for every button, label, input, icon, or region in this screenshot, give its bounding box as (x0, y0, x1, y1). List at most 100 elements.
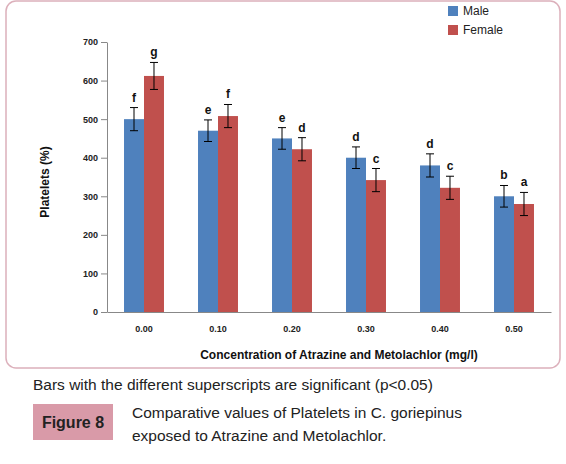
figure-label-box (33, 404, 113, 440)
bar (346, 158, 366, 312)
error-bar-stem (301, 138, 302, 161)
y-tick: 500 (83, 115, 107, 125)
error-bar-cap (224, 127, 232, 128)
y-tick-mark (101, 273, 107, 274)
y-tick-label: 200 (83, 230, 98, 240)
x-tick-label: 0.20 (283, 324, 301, 334)
bar (292, 149, 312, 312)
error-bar-cap (298, 160, 306, 161)
error-bar-cap (426, 153, 434, 154)
superscript: e (205, 103, 212, 117)
error-bar (224, 104, 232, 127)
error-bar-stem (356, 147, 357, 169)
error-bar-stem (449, 176, 450, 199)
legend-label: Female (463, 23, 503, 37)
x-tick: 0.50 (505, 312, 523, 334)
error-bar-stem (282, 128, 283, 150)
error-bar-cap (500, 185, 508, 186)
error-bar (520, 192, 528, 215)
error-bar-cap (130, 107, 138, 108)
x-tick-label: 0.40 (431, 324, 449, 334)
error-bar-stem (504, 185, 505, 207)
error-bar-cap (204, 119, 212, 120)
superscript: e (279, 111, 286, 125)
error-bar-cap (446, 199, 454, 200)
y-tick: 100 (83, 269, 107, 279)
error-bar-cap (130, 130, 138, 131)
y-axis: 0 100 200 300 400 500 600 700 (83, 37, 108, 317)
error-bar-stem (153, 62, 154, 89)
superscript: d (426, 137, 433, 151)
superscripts: feeddbgfdcca (132, 45, 528, 189)
x-tick: 0.40 (431, 312, 449, 334)
y-tick-label: 500 (83, 115, 98, 125)
caption-line: Comparative values of Platelets in C. go… (132, 404, 462, 421)
error-bar-stem (430, 154, 431, 177)
error-bar-cap (224, 104, 232, 105)
y-tick-label: 400 (83, 153, 98, 163)
error-bar (372, 169, 380, 192)
superscript: g (150, 45, 157, 59)
y-tick: 600 (83, 76, 107, 86)
bar (494, 196, 514, 312)
y-tick-label: 600 (83, 76, 98, 86)
error-bar-stem (134, 108, 135, 131)
y-tick-mark (101, 235, 107, 236)
x-tick: 0.00 (135, 312, 153, 334)
error-bar (204, 120, 212, 142)
error-bar-stem (523, 192, 524, 215)
bar (198, 131, 218, 312)
error-bar-cap (204, 141, 212, 142)
x-tick: 0.30 (357, 312, 375, 334)
superscript: d (352, 130, 359, 144)
error-bar-stem (227, 104, 228, 127)
error-bar (500, 185, 508, 207)
bar (124, 119, 144, 312)
legend-label: Male (463, 4, 489, 18)
superscript: c (373, 152, 380, 166)
y-axis-line (107, 43, 108, 313)
error-bar (278, 128, 286, 150)
y-tick: 400 (83, 153, 107, 163)
y-tick-label: 300 (83, 192, 98, 202)
error-bar-cap (372, 168, 380, 169)
bar (366, 180, 386, 312)
x-axis-title: Concentration of Atrazine and Metolachlo… (200, 348, 478, 362)
error-bar-cap (352, 146, 360, 147)
error-bar-cap (150, 62, 158, 63)
x-tick-label: 0.30 (357, 324, 375, 334)
note: Bars with the different superscripts are… (33, 376, 433, 393)
error-bar-cap (352, 168, 360, 169)
y-tick: 0 (93, 307, 107, 317)
error-bar-stem (208, 120, 209, 142)
error-bar-cap (372, 191, 380, 192)
superscript: a (521, 175, 528, 189)
y-tick-label: 700 (83, 37, 98, 47)
superscript: d (298, 121, 305, 135)
y-tick-mark (101, 81, 107, 82)
x-tick: 0.20 (283, 312, 301, 334)
x-axis: 0.00 0.10 0.20 0.30 0.40 0.50 (108, 312, 552, 334)
y-tick: 700 (83, 37, 107, 47)
error-bar-cap (500, 207, 508, 208)
y-tick: 300 (83, 192, 107, 202)
legend-swatch (448, 25, 458, 35)
bar (440, 188, 460, 312)
superscript: b (500, 168, 507, 182)
superscript: f (226, 87, 231, 101)
error-bar (298, 138, 306, 161)
error-bar-cap (520, 215, 528, 216)
error-bar-cap (520, 192, 528, 193)
y-tick-label: 100 (83, 269, 98, 279)
error-bar (446, 176, 454, 199)
y-tick-mark (101, 42, 107, 43)
x-tick-label: 0.10 (209, 324, 227, 334)
bar (144, 76, 164, 312)
legend: Male Female (448, 4, 503, 37)
y-tick: 200 (83, 230, 107, 240)
caption-line: exposed to Atrazine and Metolachlor. (132, 427, 386, 444)
error-bar (426, 154, 434, 177)
y-tick-mark (101, 158, 107, 159)
chart-frame (6, 1, 560, 368)
x-tick-label: 0.00 (135, 324, 153, 334)
